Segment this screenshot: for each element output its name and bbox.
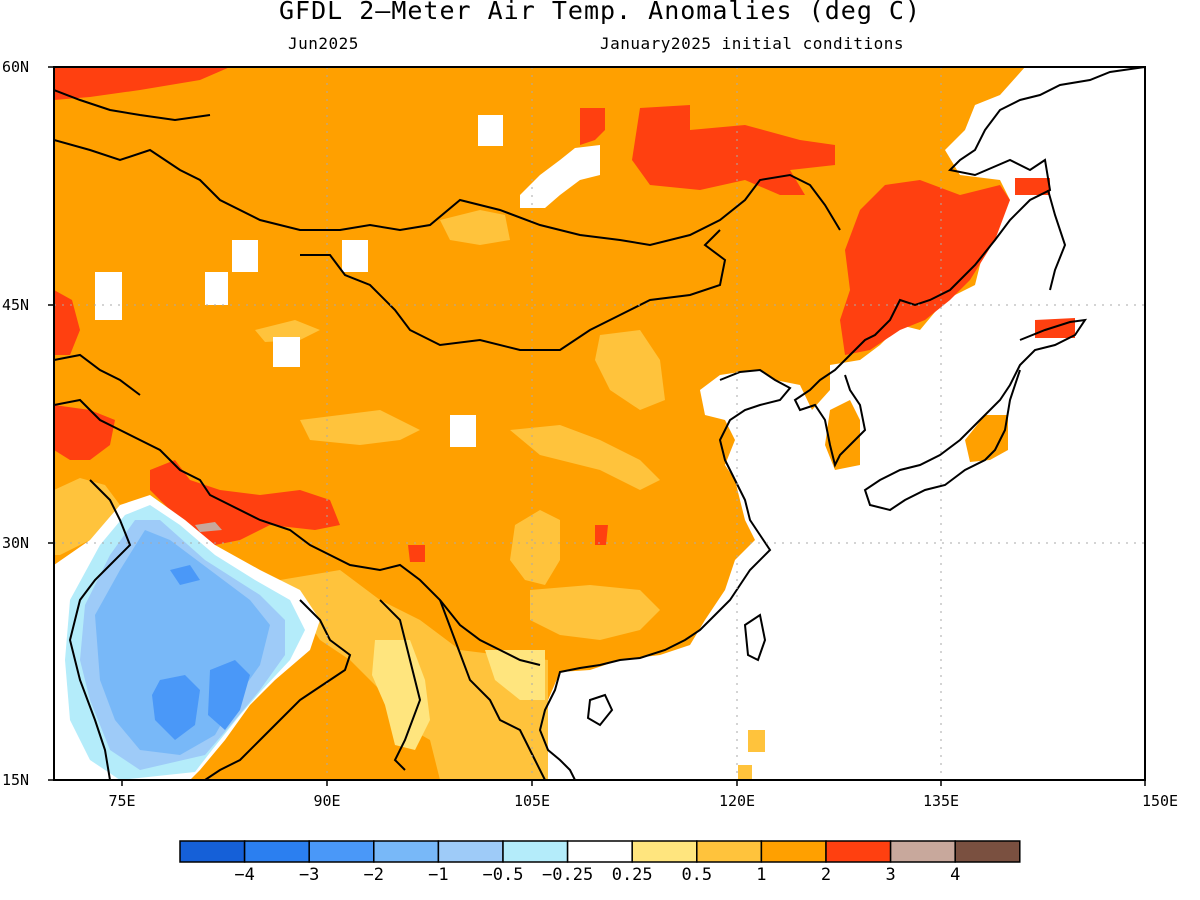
anomaly-red-himalaya bbox=[150, 460, 340, 545]
initial-conditions: January2025 initial conditions bbox=[600, 34, 904, 53]
lat-label-60n: 60N bbox=[2, 58, 30, 76]
anomaly-light-east bbox=[595, 330, 665, 410]
anomaly-red-sichuan bbox=[595, 525, 608, 545]
lon-label-75e: 75E bbox=[108, 792, 136, 810]
anomaly-paleyellow-burma bbox=[372, 640, 430, 750]
coastline-lines bbox=[54, 67, 1145, 780]
lon-label-120e: 120E bbox=[718, 792, 756, 810]
lat-label-45n: 45N bbox=[2, 296, 30, 314]
colorbar-swatch bbox=[954, 840, 1021, 863]
colorbar-swatch bbox=[502, 840, 569, 863]
colorbar-label: 3 bbox=[885, 865, 896, 885]
anomaly-korea-patch bbox=[825, 400, 860, 470]
lon-label-90e: 90E bbox=[313, 792, 341, 810]
colorbar-label: 4 bbox=[950, 865, 961, 885]
colorbar-swatch bbox=[308, 840, 375, 863]
anomaly-white-1 bbox=[205, 272, 228, 305]
colorbar-label: 0.25 bbox=[611, 865, 653, 885]
anomaly-white-3 bbox=[342, 240, 368, 272]
colorbar-swatch bbox=[566, 840, 633, 863]
anomaly-white-baikal bbox=[520, 145, 600, 208]
anomaly-red-small bbox=[408, 545, 425, 562]
anomaly-light-sichuan bbox=[510, 510, 560, 585]
anomaly-blue-core-3 bbox=[170, 565, 200, 585]
colorbar-label: 2 bbox=[820, 865, 832, 885]
axis-ticks bbox=[48, 66, 1146, 786]
lat-label-15n: 15N bbox=[2, 771, 30, 789]
anomaly-red-sakhalin bbox=[1015, 178, 1050, 195]
anomaly-light-south bbox=[530, 585, 660, 640]
colorbar-label: 0.5 bbox=[681, 865, 713, 885]
anomaly-red-hokkaido bbox=[1035, 318, 1075, 338]
colorbar-label: −3 bbox=[298, 865, 320, 885]
anomaly-light-pakistan bbox=[54, 478, 120, 555]
anomaly-red-baikal bbox=[580, 108, 605, 145]
colorbar-label: −4 bbox=[234, 865, 255, 885]
forecast-month: Jun2025 bbox=[288, 34, 359, 53]
anomaly-light-mongolia bbox=[440, 210, 510, 245]
colorbar-swatch bbox=[825, 840, 892, 863]
anomaly-red-north bbox=[54, 67, 230, 100]
anomaly-red-west bbox=[54, 290, 80, 355]
colorbar-swatch bbox=[373, 840, 440, 863]
anomaly-white-2 bbox=[232, 240, 258, 272]
colorbar-swatch bbox=[760, 840, 827, 863]
map-frame bbox=[53, 66, 1146, 781]
anomaly-blue-core-1 bbox=[152, 675, 200, 740]
anomaly-luzon-patch bbox=[738, 765, 752, 780]
colorbar-swatch bbox=[889, 840, 956, 863]
anomaly-white-balkhash bbox=[95, 272, 122, 320]
grid-lines bbox=[54, 67, 1145, 780]
colorbar bbox=[179, 840, 1021, 863]
anomaly-taiwan-patch bbox=[748, 730, 765, 752]
anomaly-white-5 bbox=[450, 415, 476, 447]
colorbar-swatch bbox=[243, 840, 310, 863]
lon-label-105e: 105E bbox=[513, 792, 551, 810]
anomaly-brown-spot bbox=[195, 522, 222, 532]
colorbar-label: −1 bbox=[428, 865, 449, 885]
lon-label-135e: 135E bbox=[922, 792, 960, 810]
colorbar-swatch bbox=[179, 840, 246, 863]
colorbar-label: −0.25 bbox=[542, 865, 594, 885]
anomaly-light-kazakh bbox=[255, 320, 320, 342]
colorbar-label: −0.5 bbox=[482, 865, 524, 885]
anomaly-japan-patch bbox=[965, 415, 1008, 462]
lat-label-30n: 30N bbox=[2, 534, 30, 552]
colorbar-label: 1 bbox=[756, 865, 767, 885]
colorbar-swatch bbox=[437, 840, 504, 863]
colorbar-label: −2 bbox=[363, 865, 385, 885]
anomaly-white-4 bbox=[273, 337, 300, 367]
colorbar-swatch bbox=[696, 840, 763, 863]
anomaly-white-6 bbox=[478, 115, 503, 146]
anomaly-red-manchuria bbox=[840, 180, 1010, 355]
lon-label-150e: 150E bbox=[1141, 792, 1179, 810]
anomaly-light-plateau bbox=[300, 410, 420, 445]
anomaly-light-central bbox=[510, 425, 660, 490]
map-title: GFDL 2–Meter Air Temp. Anomalies (deg C) bbox=[278, 0, 922, 25]
anomaly-red-baikal-east bbox=[632, 105, 835, 195]
anomaly-blue-core-2 bbox=[208, 660, 250, 730]
colorbar-swatch bbox=[631, 840, 698, 863]
